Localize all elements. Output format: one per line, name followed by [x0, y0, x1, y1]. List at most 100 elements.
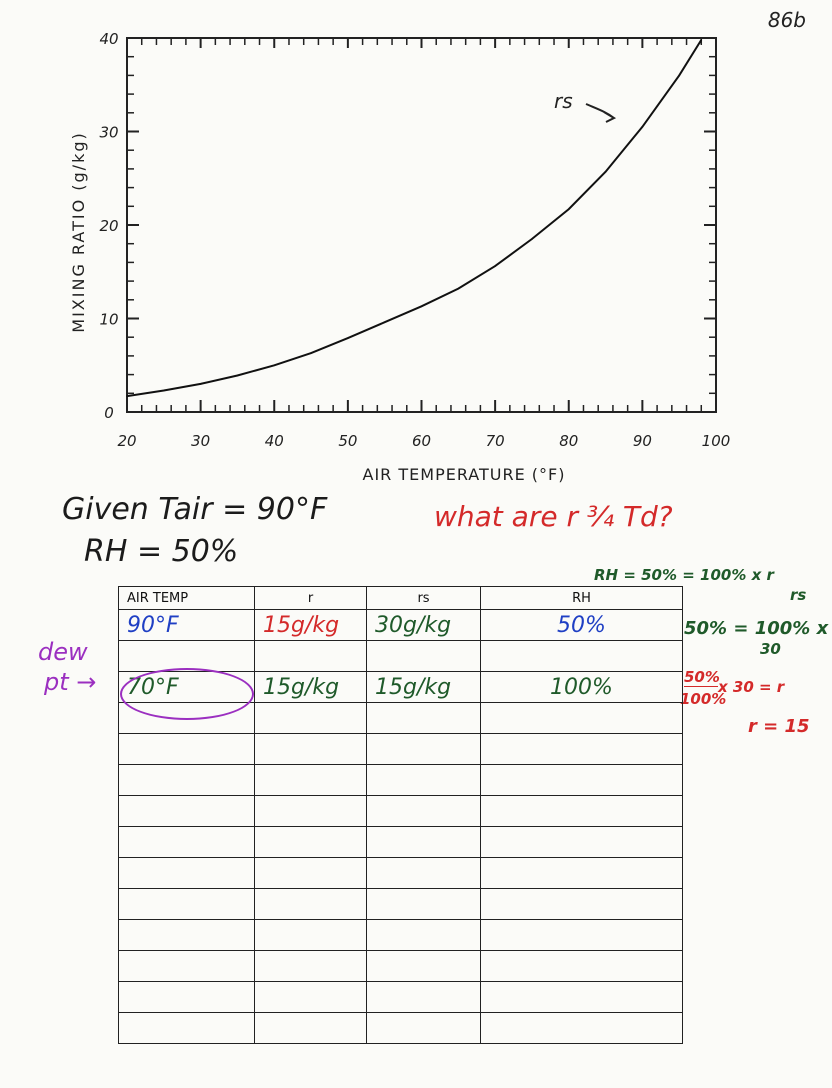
data-point	[310, 352, 312, 354]
y-axis-label: MIXING RATIO (g/kg)	[69, 131, 88, 332]
empty-cell	[366, 1012, 481, 1044]
y-tick-label: 30	[99, 124, 118, 142]
table-row: 90°F 15g/kg 30g/kg 50%	[118, 609, 683, 641]
table-row	[118, 826, 683, 858]
table-row	[118, 919, 683, 951]
empty-cell	[254, 795, 367, 827]
table-row	[118, 950, 683, 982]
col-header-rh: RH	[480, 586, 683, 610]
page-number: 86b	[767, 8, 806, 32]
col-header-r: r	[254, 586, 367, 610]
data-point	[457, 287, 460, 290]
empty-cell	[480, 733, 683, 765]
y-ticks: 0 10 20 30 40	[99, 30, 716, 422]
empty-cell	[118, 764, 255, 796]
empty-cell	[366, 826, 481, 858]
mixing-ratio-chart: 20 30 40 50 60 70 80 90 100 0 10 20 30 40 MIXING RAT…	[69, 30, 730, 484]
work-line-2: 50% = 100% x r	[684, 618, 832, 639]
data-point	[236, 374, 239, 377]
fraction-bar	[684, 686, 718, 687]
empty-cell	[480, 764, 683, 796]
empty-cell	[366, 950, 481, 982]
given-rh: RH = 50%	[84, 534, 239, 569]
question-text: what are r ¾ Td?	[434, 500, 673, 533]
work-line-3a: 50%	[684, 668, 720, 686]
series-group	[126, 39, 703, 398]
empty-cell	[254, 764, 367, 796]
empty-cell	[254, 981, 367, 1013]
empty-cell	[480, 888, 683, 920]
empty-cell	[254, 1012, 367, 1044]
empty-cell	[254, 857, 367, 889]
table-row	[118, 764, 683, 796]
x-tick-label: 40	[265, 432, 284, 450]
data-point	[420, 305, 423, 308]
data-point	[163, 389, 165, 392]
work-line-3c: x 30 = r	[718, 678, 785, 696]
y-tick-label: 0	[104, 404, 114, 422]
x-ticks: 20 30 40 50 60 70 80 90 100	[117, 38, 730, 450]
x-axis-label: AIR TEMPERATURE (°F)	[363, 465, 566, 484]
data-point	[604, 170, 607, 173]
table-row	[118, 733, 683, 765]
empty-cell	[118, 826, 255, 858]
empty-cell	[480, 981, 683, 1013]
annotation-arrow	[585, 103, 617, 123]
empty-cell	[366, 919, 481, 951]
empty-cell	[480, 795, 683, 827]
table-row	[118, 1012, 683, 1044]
data-point	[494, 265, 496, 267]
empty-cell	[118, 950, 255, 982]
empty-cell	[254, 888, 367, 920]
dew-point-circle	[120, 668, 254, 720]
empty-cell	[254, 733, 367, 765]
data-point	[347, 337, 349, 339]
data-point	[700, 39, 703, 41]
data-point	[199, 383, 202, 385]
empty-cell	[480, 919, 683, 951]
empty-cell	[480, 702, 683, 734]
series-line-rs	[126, 39, 703, 398]
empty-cell	[480, 1012, 683, 1044]
empty-cell	[366, 733, 481, 765]
empty-cell	[366, 857, 481, 889]
empty-cell	[366, 764, 481, 796]
cell-rh: 100%	[480, 671, 683, 703]
empty-cell	[366, 888, 481, 920]
col-header-air-temp: AIR TEMP	[118, 586, 255, 610]
x-tick-label: 30	[191, 432, 210, 450]
x-tick-label: 80	[559, 432, 578, 450]
data-point	[273, 364, 276, 367]
empty-cell	[118, 981, 255, 1013]
table-row	[118, 981, 683, 1013]
cell-r: 15g/kg	[254, 671, 367, 703]
x-tick-label: 70	[486, 432, 505, 450]
empty-cell	[118, 733, 255, 765]
empty-cell	[254, 919, 367, 951]
x-tick-label: 90	[633, 432, 652, 450]
work-line-2b: 30	[760, 640, 781, 658]
empty-cell	[366, 795, 481, 827]
x-tick-label: 20	[117, 432, 136, 450]
work-line-3b: 100%	[680, 690, 727, 708]
cell-r: 15g/kg	[254, 609, 367, 641]
y-tick-label: 20	[99, 217, 118, 235]
empty-cell	[480, 826, 683, 858]
work-line-1: RH = 50% = 100% x r	[594, 566, 774, 584]
given-tair: Given Tair = 90°F	[62, 492, 328, 527]
empty-cell	[366, 702, 481, 734]
data-point	[383, 321, 386, 324]
data-point	[126, 395, 128, 397]
empty-cell	[480, 950, 683, 982]
data-point	[641, 126, 644, 128]
data-point	[531, 238, 533, 240]
table-row	[118, 888, 683, 920]
empty-cell	[118, 795, 255, 827]
cell-rs: 30g/kg	[366, 609, 481, 641]
x-tick-label: 100	[702, 432, 731, 450]
cell-air-temp: 90°F	[118, 609, 255, 641]
empty-cell	[254, 826, 367, 858]
data-point	[567, 208, 570, 210]
empty-cell	[118, 919, 255, 951]
curve-annotation: rs	[554, 89, 573, 113]
